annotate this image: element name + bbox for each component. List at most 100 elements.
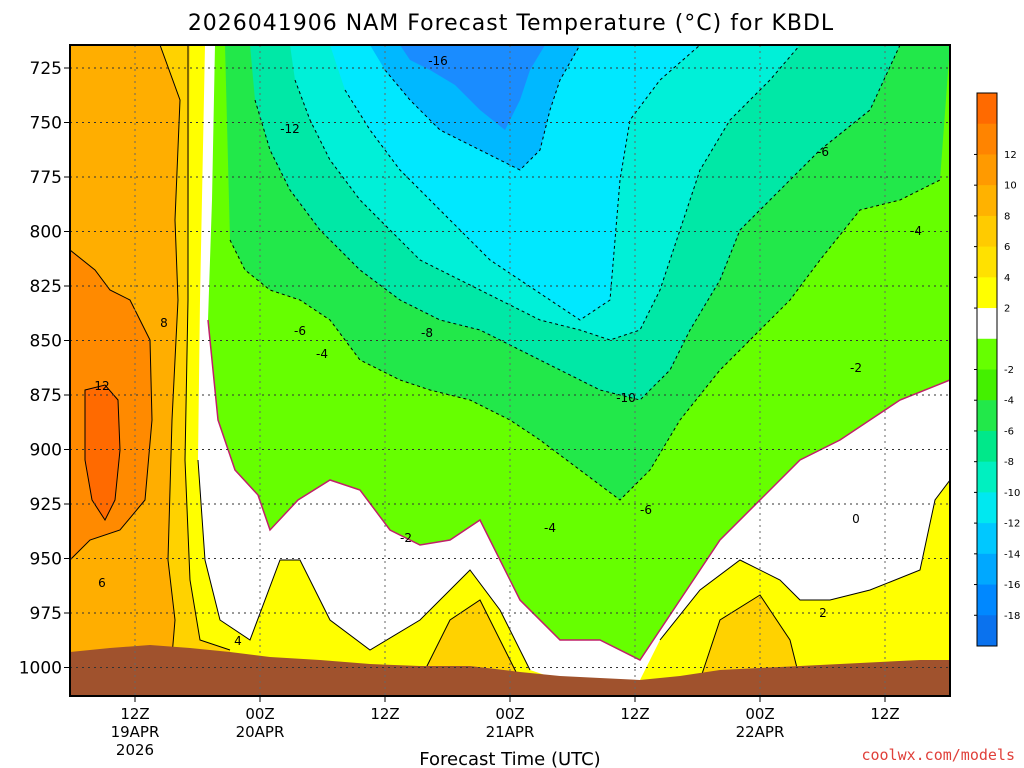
y-tick-label: 900: [30, 441, 62, 461]
contour-line: [384, 45, 581, 171]
colorbar-label: -16: [1004, 580, 1020, 591]
temperature-field: [70, 45, 950, 696]
chart-title: 2026041906 NAM Forecast Temperature (°C)…: [188, 11, 834, 36]
colorbar-label: -8: [1004, 457, 1014, 468]
colorbar-label: 8: [1004, 211, 1010, 222]
colorbar-swatch: [977, 154, 997, 186]
contour-line: [229, 179, 941, 501]
colorbar-swatch: [977, 430, 997, 463]
colorbar-swatch: [977, 492, 997, 524]
contour-labels: -16 -12 -6 -4 -8 -10 -6 -4 -2 -6 -4 -2 0 2 8 12 6 4: [94, 54, 922, 648]
y-tick-label: 875: [30, 386, 62, 406]
y-tick-label: 975: [30, 604, 62, 624]
colorbar-swatch: [977, 553, 997, 586]
field-cold-aloft-4: [330, 45, 700, 320]
contour-line: [207, 319, 950, 661]
colorbar-label: 4: [1004, 273, 1010, 284]
colorbar-label: -4: [1004, 396, 1014, 407]
contour-label: -10: [616, 391, 636, 405]
colorbar-swatch: [977, 123, 997, 155]
y-tick-label: 825: [30, 277, 62, 297]
x-tick-time: 00Z: [495, 705, 524, 723]
y-tick-label: 775: [30, 168, 62, 188]
colorbar-swatch: [977, 400, 997, 432]
colorbar-swatch: [977, 615, 997, 647]
colorbar-label: 12: [1004, 150, 1017, 161]
contour-line: [159, 45, 181, 681]
x-tick-date: 19APR: [111, 723, 160, 741]
y-tick-label: 800: [30, 223, 62, 243]
colorbar-swatch: [977, 584, 997, 616]
colorbar-label: 10: [1004, 181, 1017, 192]
contour-label: -6: [640, 503, 652, 517]
contour-label: 2: [819, 606, 827, 620]
contour-label: -8: [421, 326, 433, 340]
contour-line: [197, 459, 950, 671]
contour-label: -6: [294, 324, 306, 338]
contour-line: [184, 45, 231, 651]
colorbar-swatch: [977, 369, 997, 401]
colorbar-label: -14: [1004, 549, 1020, 560]
colorbar-swatch: [977, 338, 997, 370]
contour-label: -12: [280, 122, 300, 136]
colorbar-swatch: [977, 461, 997, 493]
contour-lines: [70, 45, 950, 681]
contour-label: -16: [428, 54, 448, 68]
colorbar-label: -2: [1004, 365, 1014, 376]
contour-label: 6: [98, 576, 106, 590]
x-tick-time: 00Z: [745, 705, 774, 723]
contour-label: -4: [316, 347, 328, 361]
contour-line: [419, 594, 801, 681]
contour-label: 0: [852, 512, 860, 526]
x-axis-label: Forecast Time (UTC): [419, 749, 600, 768]
colorbar-label: 6: [1004, 242, 1010, 253]
contour-label: -2: [400, 531, 412, 545]
colorbar-label: -10: [1004, 488, 1020, 499]
y-tick-label: 925: [30, 495, 62, 515]
colorbar-label: -12: [1004, 519, 1020, 530]
colorbar-swatch: [977, 215, 997, 248]
y-tick-label: 725: [30, 59, 62, 79]
colorbar-swatch: [977, 308, 997, 340]
colorbar-label: -6: [1004, 426, 1014, 437]
contour-line: [344, 45, 701, 321]
field-hot-core: [85, 385, 120, 520]
y-tick-label: 1000: [19, 659, 62, 679]
contour-label: 4: [234, 634, 242, 648]
colorbar-label: -18: [1004, 611, 1020, 622]
contour-label: 12: [94, 379, 109, 393]
colorbar-swatch: [977, 185, 997, 217]
y-tick-label: 950: [30, 550, 62, 570]
colorbar-swatch: [977, 277, 997, 309]
contour-label: -4: [910, 224, 922, 238]
contour-line: [84, 384, 121, 522]
x-tick-year: 2026: [116, 741, 154, 759]
colorbar-label: 2: [1004, 304, 1010, 315]
y-tick-label: 750: [30, 114, 62, 134]
x-tick-date: 22APR: [736, 723, 785, 741]
grid-lines: [70, 45, 950, 696]
field-zero-band: [70, 45, 950, 696]
y-tick-label: 850: [30, 332, 62, 352]
colorbar-swatch: [977, 246, 997, 278]
x-tick-date: 20APR: [236, 723, 285, 741]
x-tick-time: 12Z: [120, 705, 149, 723]
colorbar-swatch: [977, 93, 997, 125]
x-tick-date: 21APR: [486, 723, 535, 741]
x-tick-time: 12Z: [870, 705, 899, 723]
field-cold-aloft-6: [400, 45, 545, 130]
contour-label: 8: [160, 316, 168, 330]
contour-line: [70, 249, 153, 561]
ground-terrain: [70, 645, 950, 696]
contour-label: -2: [850, 361, 862, 375]
contour-label: -6: [817, 145, 829, 159]
x-tick-time: 12Z: [370, 705, 399, 723]
x-tick-time: 12Z: [620, 705, 649, 723]
y-axis: 725 750 775 800 825 850 875 900 925 950 975 1000: [19, 59, 70, 679]
x-tick-time: 00Z: [245, 705, 274, 723]
contour-label: -4: [544, 521, 556, 535]
contour-line: [254, 45, 901, 401]
credit-text: coolwx.com/models: [861, 746, 1015, 764]
